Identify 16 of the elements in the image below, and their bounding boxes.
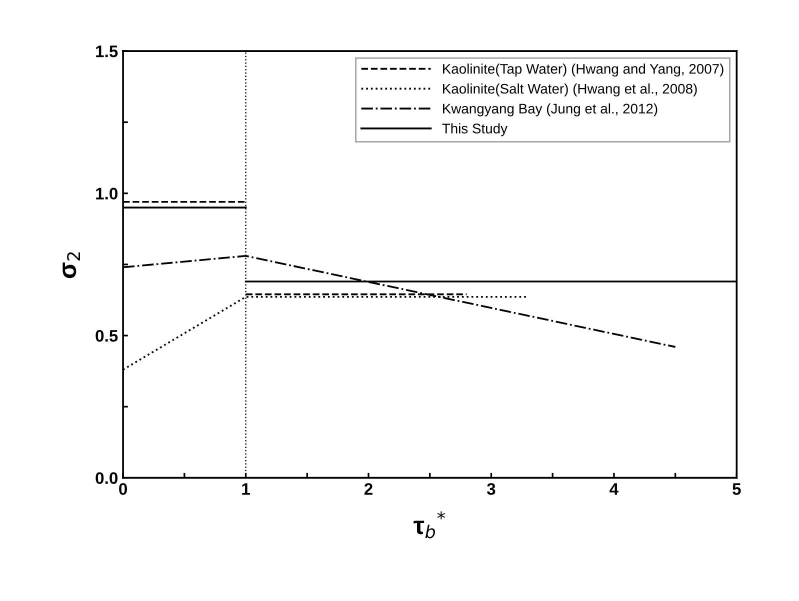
x-tick-label: 4 bbox=[610, 483, 618, 495]
legend-label: Kaolinite(Salt Water) (Hwang et al., 2008) bbox=[443, 83, 697, 96]
x-tick-label: 3 bbox=[486, 483, 496, 495]
x-axis-title: τ$_{b}$$^{*}$ bbox=[414, 511, 446, 538]
y-axis-title: σ$_{2}$ bbox=[62, 252, 80, 278]
legend-label: Kaolinite(Tap Water) (Hwang and Yang, 2007) bbox=[443, 64, 724, 77]
legend-label: This Study bbox=[442, 123, 508, 136]
y-tick-label: 1.5 bbox=[96, 46, 118, 58]
x-tick-label: 0 bbox=[119, 483, 127, 495]
x-tick-label: 2 bbox=[364, 483, 372, 495]
legend-label: Kwangyang Bay (Jung et al., 2012) bbox=[443, 103, 658, 116]
x-tick-label: 5 bbox=[732, 483, 741, 495]
y-tick-label: 0.0 bbox=[96, 472, 118, 484]
x-tick-label: 1 bbox=[242, 483, 250, 495]
y-tick-label: 0.5 bbox=[96, 330, 118, 342]
y-tick-label: 1.0 bbox=[96, 188, 118, 200]
